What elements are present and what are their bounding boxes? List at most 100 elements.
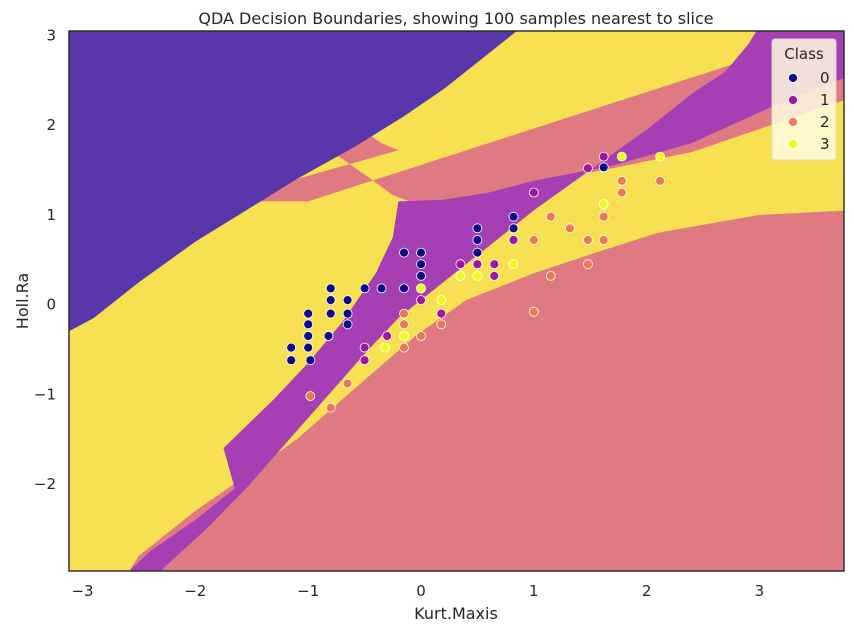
point-class-1 <box>359 355 370 366</box>
point-class-3 <box>655 151 665 162</box>
y-axis-label: Holl.Ra <box>13 273 32 329</box>
point-class-0 <box>376 283 387 294</box>
x-tick-label: 3 <box>755 582 765 600</box>
data-points <box>286 151 665 413</box>
point-class-0 <box>286 342 297 353</box>
point-class-0 <box>399 247 409 258</box>
point-class-1 <box>489 259 500 270</box>
legend: Class 0 1 2 3 <box>771 38 837 161</box>
point-class-2 <box>416 331 426 341</box>
y-axis-ticks: −2 −1 0 1 2 3 <box>34 27 56 494</box>
point-class-0 <box>303 342 314 353</box>
point-class-1 <box>416 295 426 306</box>
x-tick-label: −2 <box>184 582 206 600</box>
point-class-2 <box>598 235 609 245</box>
point-class-2 <box>399 319 409 330</box>
point-class-1 <box>382 331 393 341</box>
point-class-0 <box>359 283 370 294</box>
point-class-2 <box>436 319 447 330</box>
point-class-1 <box>583 163 593 174</box>
y-tick-label: 1 <box>46 206 56 224</box>
point-class-3 <box>436 295 447 306</box>
point-class-0 <box>416 270 426 281</box>
point-class-3 <box>598 199 609 210</box>
point-class-2 <box>616 187 627 198</box>
point-class-3 <box>455 270 466 281</box>
x-axis-label: Kurt.Maxis <box>414 604 498 623</box>
point-class-2 <box>305 391 316 402</box>
point-class-0 <box>342 319 353 330</box>
point-class-0 <box>303 331 314 341</box>
point-class-2 <box>545 211 556 222</box>
point-class-2 <box>342 378 353 389</box>
point-class-3 <box>508 259 519 270</box>
legend-label-2: 2 <box>820 113 830 131</box>
point-class-0 <box>323 331 334 341</box>
region-class-2-2 <box>178 31 844 202</box>
x-tick-label: 1 <box>529 582 539 600</box>
legend-marker-0 <box>788 73 798 83</box>
point-class-0 <box>325 283 336 294</box>
point-class-0 <box>305 355 316 366</box>
point-class-0 <box>472 223 483 234</box>
point-class-2 <box>399 342 409 353</box>
point-class-1 <box>528 187 539 198</box>
point-class-1 <box>598 151 609 162</box>
point-class-0 <box>303 308 314 319</box>
y-tick-label: −1 <box>34 385 56 403</box>
y-tick-label: 2 <box>46 116 56 134</box>
x-tick-label: 0 <box>416 582 426 600</box>
point-class-0 <box>286 355 297 366</box>
point-class-3 <box>616 151 627 162</box>
point-class-0 <box>598 162 609 173</box>
point-class-3 <box>399 331 409 341</box>
legend-marker-2 <box>788 117 798 127</box>
point-class-0 <box>399 283 409 294</box>
point-class-2 <box>528 235 539 245</box>
x-tick-label: −3 <box>71 582 93 600</box>
point-class-3 <box>472 270 483 281</box>
point-class-0 <box>472 247 483 258</box>
point-class-2 <box>583 259 593 270</box>
x-tick-label: −1 <box>297 582 319 600</box>
point-class-0 <box>325 295 336 306</box>
point-class-3 <box>379 342 390 353</box>
legend-marker-1 <box>788 95 798 105</box>
point-class-0 <box>325 308 336 319</box>
point-class-0 <box>416 259 426 270</box>
legend-marker-3 <box>788 139 798 149</box>
legend-box <box>771 38 837 161</box>
point-class-0 <box>342 308 353 319</box>
point-class-0 <box>508 223 519 234</box>
point-class-3 <box>416 283 426 294</box>
plot-frame <box>68 30 845 572</box>
point-class-0 <box>416 247 426 258</box>
legend-title: Class <box>784 45 824 63</box>
y-tick-label: −2 <box>34 475 56 493</box>
legend-label-3: 3 <box>820 135 830 153</box>
legend-label-0: 0 <box>820 69 830 87</box>
y-tick-label: 0 <box>46 296 56 314</box>
point-class-1 <box>455 259 466 270</box>
point-class-1 <box>436 308 447 319</box>
legend-label-1: 1 <box>820 91 830 109</box>
point-class-0 <box>342 295 353 306</box>
point-class-1 <box>489 270 500 281</box>
point-class-2 <box>399 308 409 319</box>
point-class-2 <box>655 175 665 186</box>
point-class-1 <box>472 259 483 270</box>
point-class-1 <box>359 342 370 353</box>
point-class-2 <box>528 306 539 317</box>
x-tick-label: 2 <box>642 582 652 600</box>
point-class-0 <box>303 319 314 330</box>
point-class-2 <box>583 235 593 245</box>
point-class-0 <box>472 235 483 245</box>
point-class-1 <box>508 235 519 245</box>
point-class-2 <box>325 402 336 413</box>
point-class-2 <box>598 211 609 222</box>
point-class-2 <box>545 270 556 281</box>
x-axis-ticks: −3 −2 −1 0 1 2 3 <box>71 582 764 600</box>
region-class-0-4 <box>69 31 517 332</box>
point-class-2 <box>565 223 575 234</box>
